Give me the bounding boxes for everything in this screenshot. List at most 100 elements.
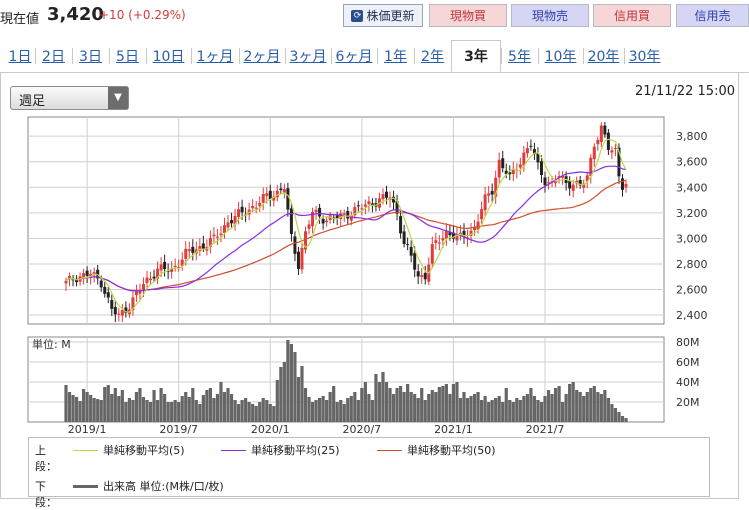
volume-bar [159,388,163,422]
tab-period[interactable]: 3年 [451,40,501,72]
volume-bar [613,408,618,422]
volume-bar [543,396,547,422]
candle-body [120,309,124,316]
chart-legend: 上段： 単純移動平均(5) 単純移動平均(25) 単純移動平均(50) 下段： … [28,437,710,509]
volume-bar [610,404,614,422]
tab-period-label: 10年 [544,49,577,65]
volume-bar [582,396,586,422]
time-tick-label: 2021/1 [434,423,473,436]
refresh-price-button[interactable]: ⟳ 株価更新 [343,4,423,27]
volume-bar [430,390,434,422]
candle-body [321,218,325,224]
volume-bar [78,401,82,422]
candle-body [437,242,441,244]
tab-period[interactable]: 5日 [109,44,146,68]
volume-bar [258,402,262,422]
volume-bar [265,400,269,422]
volume-bar [155,400,160,422]
candle-body [444,230,448,239]
volume-bar [244,398,248,422]
tab-period[interactable]: 1ヶ月 [191,44,239,68]
candle-body [314,209,318,213]
tab-period-label: 10日 [152,49,185,65]
candle-body [554,180,558,184]
tab-period[interactable]: 30年 [624,44,665,68]
tab-period[interactable]: 10日 [146,44,191,68]
volume-bar [620,416,625,422]
tab-period-label: 20年 [587,49,620,65]
tab-period-label: 3ヶ月 [289,49,327,65]
volume-bar [134,392,139,422]
candle-body [473,227,477,231]
candle-body [191,246,195,253]
volume-bar [85,392,89,422]
candle-body [599,125,603,142]
candle-body [399,216,403,234]
candle-body [230,220,234,224]
interval-select[interactable]: 週足 ▼ [10,86,129,110]
tab-separator [624,48,625,64]
candle-body [529,145,533,147]
volume-bar [441,386,445,422]
cash-sell-button[interactable]: 現物売 [511,4,589,27]
volume-bar [536,400,540,422]
tab-period[interactable]: 1年 [377,44,414,68]
candle-body [448,232,452,236]
tab-period[interactable]: 2ヶ月 [239,44,285,68]
candle-body [585,175,589,182]
tab-period[interactable]: 3ヶ月 [285,44,331,68]
volume-bar [310,402,315,422]
candle-body [286,188,290,210]
volume-bar [585,392,589,422]
volume-bar [413,394,417,422]
volume-bar [490,400,494,422]
ma50-line-icon [377,449,402,451]
candle-body [184,248,188,259]
volume-bar [458,398,463,422]
price-tick-label: 3,000 [676,232,708,245]
price-tick-label: 3,200 [676,207,708,220]
volume-bar [335,402,339,422]
tab-period[interactable]: 5年 [501,44,538,68]
volume-unit-label: 単位: M [32,337,71,351]
tab-period[interactable]: 6ヶ月 [331,44,377,68]
tab-separator [414,48,415,64]
volume-bar [145,400,149,422]
margin-buy-button[interactable]: 信用買 [593,4,671,27]
candle-body [149,278,153,281]
tab-period[interactable]: 2年 [414,44,451,68]
tab-period-label: 1ヶ月 [196,49,234,65]
candle-body [258,202,262,206]
candle-body [406,244,410,246]
tab-period[interactable]: 10年 [538,44,583,68]
candle-body [251,205,255,209]
candle-body [617,147,621,177]
candle-body [497,159,501,178]
volume-bar [229,394,234,422]
volume-bar [423,400,427,422]
volume-bar [550,394,554,422]
tab-period[interactable]: 3日 [72,44,109,68]
candle-body [596,139,600,145]
candle-body [152,276,156,279]
volume-bar [71,395,75,422]
cash-buy-button[interactable]: 現物買 [429,4,507,27]
candle-body [219,233,223,236]
timestamp: 21/11/22 15:00 [635,84,735,99]
candle-body [64,280,68,284]
candle-body [511,168,515,175]
margin-sell-button[interactable]: 信用売 [676,4,749,27]
candle-body [268,190,272,200]
candle-body [518,164,522,168]
volume-bar [293,352,297,422]
volume-bar [571,382,575,422]
candle-body [543,177,547,186]
volume-bar [205,390,209,422]
volume-bar [377,382,382,422]
tab-period[interactable]: 1日 [5,44,35,68]
volume-bar [420,388,424,422]
tab-period[interactable]: 20年 [583,44,624,68]
legend-volume-label: 出来高 単位:(M株/口/枚) [103,480,224,493]
volume-bar [194,400,198,422]
tab-period[interactable]: 2日 [35,44,72,68]
